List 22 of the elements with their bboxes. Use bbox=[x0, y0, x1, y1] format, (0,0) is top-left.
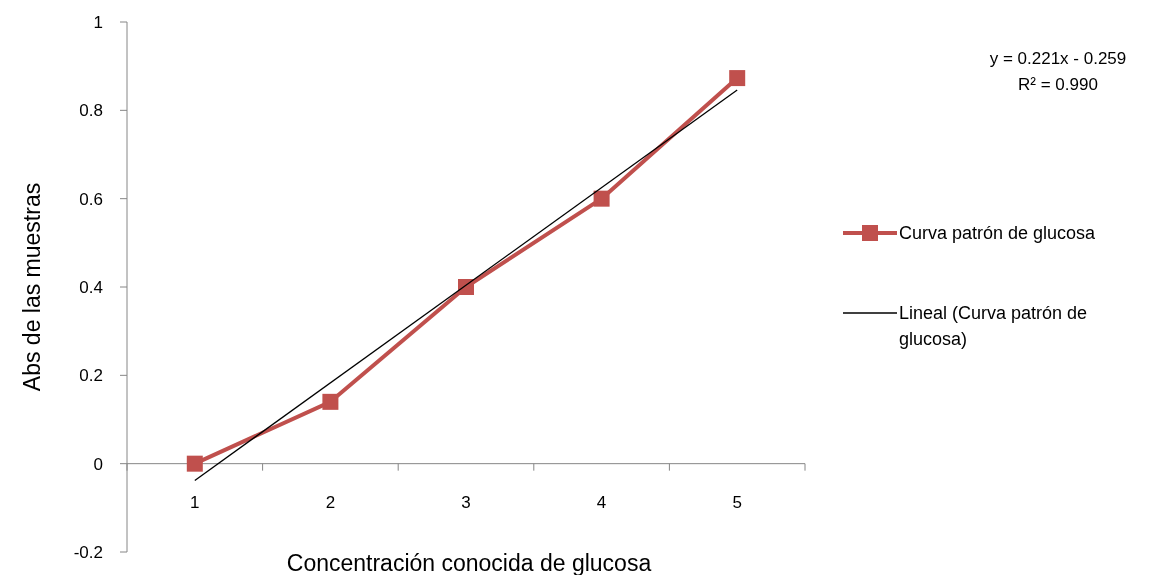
text: R² = 0.990 bbox=[1018, 75, 1098, 94]
point bbox=[729, 70, 746, 87]
y-tick-label: 0.6 bbox=[79, 189, 103, 209]
legend-label: Lineal (Curva patrón de glucosa) bbox=[899, 303, 1088, 349]
point bbox=[322, 393, 339, 410]
y-tick-label: 0 bbox=[93, 454, 103, 474]
x-tick-label: 4 bbox=[596, 492, 607, 512]
x-axis-title: Concentración conocida de glucosa bbox=[286, 550, 652, 575]
y-tick-label: 0.4 bbox=[79, 278, 103, 297]
y-tick-label: 1 bbox=[93, 13, 103, 32]
point bbox=[593, 190, 610, 207]
x-tick-label: 3 bbox=[461, 492, 471, 512]
legend-label: Curva patrón de glucosa bbox=[899, 223, 1097, 243]
y-tick-label: 0.8 bbox=[79, 101, 103, 121]
point bbox=[186, 455, 203, 472]
x-tick-label: 2 bbox=[325, 492, 336, 512]
y-tick-label: 0.2 bbox=[79, 366, 103, 386]
y-axis-title: Abs de las muestras bbox=[19, 182, 45, 392]
text: y = 0.221x - 0.259 bbox=[989, 49, 1127, 68]
x-tick-label: 1 bbox=[190, 492, 200, 512]
y-tick-label: -0.2 bbox=[73, 543, 103, 562]
x-tick-label: 5 bbox=[732, 492, 742, 512]
